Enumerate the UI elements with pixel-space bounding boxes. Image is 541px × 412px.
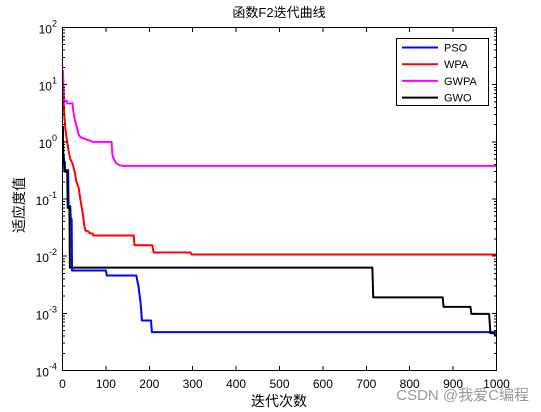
- watermark: CSDN @我爱C编程: [396, 387, 529, 404]
- y-tick-label: 10-2: [36, 247, 57, 265]
- series-layer: [61, 70, 497, 337]
- y-tick-label-base: 10: [39, 23, 53, 37]
- legend-label-wpa: WPA: [444, 59, 469, 71]
- y-tick-label-base: 10: [36, 308, 50, 322]
- legend-entry-pso: PSO: [402, 43, 468, 55]
- x-tick-label: 200: [139, 377, 159, 391]
- legend: PSO WPA GWPA GWO: [396, 38, 489, 106]
- y-tick-label-exponent: -1: [49, 190, 57, 200]
- chart-title: 函数F2迭代曲线: [232, 5, 325, 20]
- y-tick-label: 10-4: [36, 362, 57, 380]
- y-tick-label: 102: [39, 19, 57, 37]
- y-axis-label: 适应度值: [11, 177, 28, 233]
- x-tick-label: 500: [269, 377, 289, 391]
- x-tick-label: 0: [59, 377, 66, 391]
- series-line-gwpa: [61, 70, 497, 167]
- y-tick-label-exponent: 2: [52, 19, 57, 29]
- series-line-gwo: [61, 125, 497, 337]
- x-tick-label: 600: [313, 377, 333, 391]
- x-tick-label: 100: [96, 377, 116, 391]
- y-tick-label-base: 10: [36, 251, 50, 265]
- legend-entry-gwpa: GWPA: [402, 76, 477, 88]
- y-tick-label-exponent: -3: [49, 304, 57, 314]
- x-tick-label: 300: [183, 377, 203, 391]
- x-tick-label: 800: [400, 377, 420, 391]
- legend-entry-wpa: WPA: [402, 59, 469, 71]
- legend-entry-gwo: GWO: [402, 93, 472, 105]
- legend-box: [396, 38, 489, 106]
- x-tick-label: 700: [356, 377, 376, 391]
- series-line-pso: [62, 154, 497, 334]
- y-tick-label: 10-3: [36, 304, 57, 322]
- legend-label-pso: PSO: [444, 43, 468, 55]
- y-tick-label-exponent: -2: [49, 247, 57, 257]
- y-tick-label-exponent: 0: [52, 133, 57, 143]
- legend-label-gwo: GWO: [444, 93, 472, 105]
- y-tick-label-base: 10: [36, 366, 50, 380]
- y-tick-label-exponent: -4: [49, 362, 57, 372]
- tick-layer: 0 100 200 300 400 500 600 700 800 900 100010-410-3…: [36, 19, 511, 392]
- x-tick-label: 900: [443, 377, 463, 391]
- x-axis-label: 迭代次数: [251, 394, 307, 410]
- y-tick-label-base: 10: [36, 194, 50, 208]
- legend-label-gwpa: GWPA: [444, 76, 477, 88]
- y-tick-label-base: 10: [39, 137, 53, 151]
- y-tick-label: 10-1: [36, 190, 57, 208]
- y-tick-label: 101: [39, 76, 57, 94]
- series-line-wpa: [61, 80, 497, 256]
- x-tick-label: 1000: [483, 377, 510, 391]
- y-tick-label-exponent: 1: [52, 76, 57, 86]
- y-tick-label: 100: [39, 133, 57, 151]
- x-tick-label: 400: [226, 377, 246, 391]
- y-tick-label-base: 10: [39, 80, 53, 94]
